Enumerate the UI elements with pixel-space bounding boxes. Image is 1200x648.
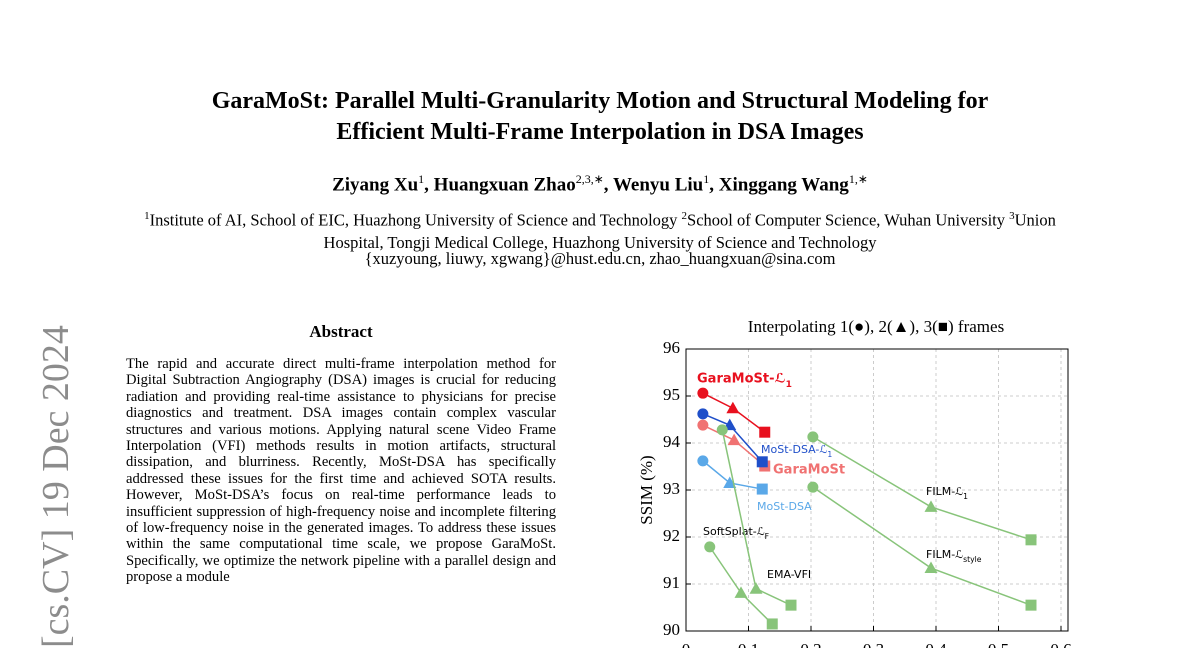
marker-circle [697, 455, 709, 467]
series-label: FILM-ℒstyle [926, 548, 982, 564]
series-line [702, 424, 766, 467]
affil-text: School of Computer Science, Wuhan Univer… [687, 210, 1010, 230]
x-tick-label: 0.5 [988, 640, 1009, 648]
abstract-heading: Abstract [309, 322, 373, 341]
marker-circle [716, 424, 728, 436]
marker-circle [704, 541, 716, 553]
abstract-text: The rapid and accurate direct multi-fram… [126, 356, 556, 586]
marker-triangle [734, 586, 748, 598]
affil-mark: 3 [1009, 210, 1015, 222]
paper-title: GaraMoSt: Parallel Multi-Granularity Mot… [0, 86, 1200, 148]
marker-square [785, 599, 797, 611]
emails: {xuzyoung, liuwy, xgwang}@hust.edu.cn, z… [364, 249, 836, 268]
author-affil: 1,∗ [848, 172, 868, 186]
series-line [812, 486, 1032, 606]
series-label: GaraMoSt-ℒ1 [697, 372, 792, 390]
author-name: Wenyu Liu [612, 174, 704, 196]
series-label: SoftSplat-ℒF [703, 525, 769, 541]
y-tick-label: 90 [663, 620, 680, 639]
series-line [709, 546, 773, 625]
marker-square [766, 618, 778, 630]
y-tick-label: 96 [663, 338, 680, 357]
marker-circle [807, 481, 819, 493]
marker-triangle [723, 476, 737, 488]
x-tick-label: 0 [682, 640, 691, 648]
author-name: Ziyang Xu [332, 174, 419, 196]
marker-square [1025, 599, 1037, 611]
affil-mark: 1 [144, 210, 150, 222]
author-name: Xinggang Wang [718, 174, 849, 196]
marker-circle [697, 408, 709, 420]
x-tick-label: 0.6 [1050, 640, 1071, 648]
authors: Ziyang Xu1, Huangxuan Zhao2,3,∗, Wenyu L… [332, 172, 868, 196]
marker-square [1025, 534, 1037, 546]
author-name: Huangxuan Zhao [433, 174, 576, 196]
title-line: Efficient Multi-Frame Interpolation in D… [336, 119, 864, 145]
marker-circle [697, 387, 709, 399]
author-affil: 2,3,∗ [575, 172, 604, 186]
series-label: GaraMoSt [773, 463, 845, 478]
affil-text: Institute of AI, School of EIC, Huazhong… [149, 210, 682, 230]
affil-text: Union Hospital, Tongji Medical College, … [323, 210, 1056, 252]
marker-circle [807, 431, 819, 443]
marker-square [756, 483, 768, 495]
y-axis-label: SSIM (%) [637, 455, 656, 524]
y-tick-label: 92 [663, 526, 680, 545]
series-label: FILM-ℒ1 [926, 485, 968, 501]
marker-triangle [749, 582, 763, 594]
affiliations: 1Institute of AI, School of EIC, Huazhon… [130, 205, 1070, 254]
marker-circle [697, 419, 709, 431]
chart-title: Interpolating 1(●), 2(▲), 3(■) frames [748, 317, 1004, 336]
series-label: MoSt-DSA [757, 500, 812, 513]
series-label: MoSt-DSA-ℒ1 [761, 443, 832, 459]
author-affil: 1 [703, 172, 710, 186]
series-label: EMA-VFI [767, 568, 811, 581]
marker-square [759, 426, 771, 438]
x-tick-label: 0.3 [863, 640, 884, 648]
y-tick-label: 93 [663, 479, 680, 498]
author-affil: 1 [418, 172, 425, 186]
marker-triangle [924, 500, 938, 512]
marker-square [756, 456, 768, 468]
y-tick-label: 95 [663, 385, 680, 404]
affil-mark: 2 [681, 210, 688, 222]
marker-triangle [726, 401, 740, 414]
y-tick-label: 91 [663, 573, 680, 592]
marker-triangle [924, 561, 938, 574]
marker-triangle [727, 433, 741, 446]
plot-frame [685, 348, 1069, 632]
y-tick-label: 94 [663, 432, 681, 451]
title-line: GaraMoSt: Parallel Multi-Granularity Mot… [211, 88, 989, 114]
x-tick-label: 0.1 [738, 640, 759, 648]
x-tick-label: 0.2 [800, 640, 821, 648]
x-tick-label: 0.4 [925, 640, 947, 648]
